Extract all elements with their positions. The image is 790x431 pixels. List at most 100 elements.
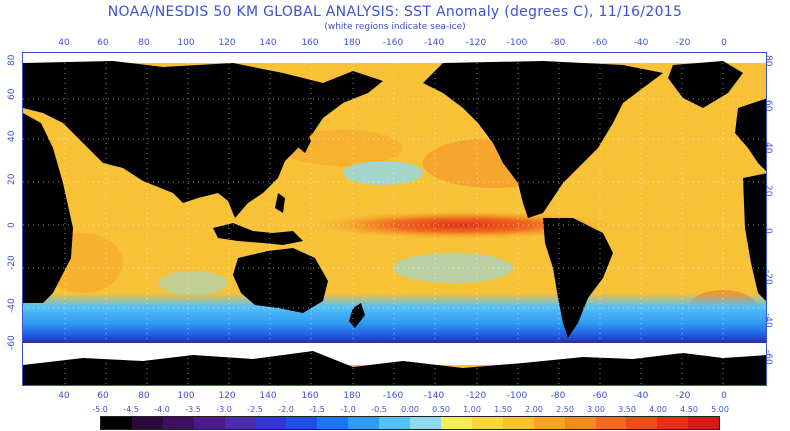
color-scale-label: 4.50: [680, 405, 698, 414]
bottom-lon-tick: -20: [675, 391, 691, 401]
color-scale-labels: -5.0 -4.5 -4.0 -3.5 -3.0 -2.5 -2.0 -1.5 -1.0 -0.5…: [92, 405, 729, 415]
philippines-land: [275, 193, 285, 213]
top-lon-tick: 160: [301, 38, 319, 48]
color-scale-swatch: [471, 417, 503, 429]
bottom-lon-tick: 80: [138, 391, 150, 401]
left-lat-tick: 40: [7, 130, 17, 142]
sst-anomaly-map: [22, 52, 767, 386]
color-scale-swatch: [533, 417, 565, 429]
left-lat-tick: -60: [7, 335, 17, 350]
top-lon-tick: -40: [633, 38, 649, 48]
bottom-lon-tick: 140: [259, 391, 277, 401]
color-scale-label: 1.50: [494, 405, 512, 414]
top-lon-tick: -80: [550, 38, 566, 48]
bottom-lon-tick: 60: [97, 391, 109, 401]
top-lon-tick: 140: [259, 38, 277, 48]
color-scale-swatch: [657, 417, 689, 429]
color-scale-swatch: [255, 417, 287, 429]
color-scale-swatch: [162, 417, 194, 429]
left-lat-tick: 60: [7, 88, 17, 100]
africa-land: [23, 113, 73, 303]
color-scale-swatch: [688, 417, 720, 429]
color-scale-swatch: [564, 417, 596, 429]
japan-land: [298, 128, 311, 153]
graticule: [23, 53, 766, 385]
color-scale-label: 3.00: [587, 405, 605, 414]
left-lat-tick: -20: [7, 255, 17, 270]
color-scale-label: 1.00: [463, 405, 481, 414]
color-scale-label: 4.00: [649, 405, 667, 414]
bottom-lon-tick: 40: [58, 391, 70, 401]
top-lon-tick: 40: [58, 38, 70, 48]
color-scale-label: 0.00: [401, 405, 419, 414]
color-scale-label: 2.50: [556, 405, 574, 414]
top-lon-tick: 60: [97, 38, 109, 48]
color-scale-label: -1.5: [309, 405, 325, 414]
color-scale-swatch: [410, 417, 441, 429]
bottom-lon-tick: -40: [633, 391, 649, 401]
color-scale-label: -4.5: [123, 405, 139, 414]
left-lat-tick: 0: [7, 222, 17, 228]
africa-land-right: [743, 173, 766, 301]
color-scale-swatch: [286, 417, 318, 429]
top-lon-tick: 180: [343, 38, 361, 48]
color-scale-label: 2.00: [525, 405, 543, 414]
color-scale-swatch: [348, 417, 380, 429]
arctic-sea-ice: [23, 53, 766, 63]
bottom-lon-tick: -160: [382, 391, 404, 401]
bottom-lon-tick: -80: [550, 391, 566, 401]
color-scale-label: -4.0: [154, 405, 170, 414]
color-scale-swatch: [440, 417, 472, 429]
color-scale-label: 0.50: [432, 405, 450, 414]
color-scale-swatch: [317, 417, 349, 429]
top-lon-tick: 120: [218, 38, 236, 48]
color-scale-swatch: [595, 417, 627, 429]
bottom-lon-tick: 180: [343, 391, 361, 401]
color-scale-bar: [100, 416, 720, 430]
color-scale-swatch: [193, 417, 225, 429]
europe-land: [735, 98, 766, 171]
color-scale-label: -2.5: [247, 405, 263, 414]
bottom-lon-tick: 120: [218, 391, 236, 401]
top-lon-tick: -20: [675, 38, 691, 48]
bottom-lon-tick: -140: [423, 391, 445, 401]
color-scale-label: -5.0: [92, 405, 108, 414]
top-lon-tick: 0: [721, 38, 727, 48]
eurasia-land: [23, 61, 383, 218]
color-scale-label: -3.0: [216, 405, 232, 414]
bottom-lon-tick: 100: [177, 391, 195, 401]
left-lat-tick: 20: [7, 173, 17, 185]
top-lon-tick: -120: [465, 38, 487, 48]
top-lon-tick: -160: [382, 38, 404, 48]
left-lat-tick-80: 80: [7, 54, 17, 66]
australia-land: [233, 248, 328, 313]
top-lon-tick: -60: [592, 38, 608, 48]
indonesia-land: [213, 223, 303, 245]
chart-subtitle: (white regions indicate sea-ice): [324, 22, 466, 32]
chart-title: NOAA/NESDIS 50 KM GLOBAL ANALYSIS: SST A…: [107, 4, 683, 20]
bottom-lon-tick: -100: [506, 391, 528, 401]
color-scale-swatch: [626, 417, 658, 429]
greenland-land: [668, 61, 743, 108]
top-lon-tick: 100: [177, 38, 195, 48]
bottom-lon-tick: -60: [592, 391, 608, 401]
bottom-lon-tick: 0: [721, 391, 727, 401]
south-america-land: [543, 218, 613, 338]
map-svg: [23, 53, 766, 385]
cool-patch-indian: [158, 271, 228, 295]
color-scale-label: -2.0: [278, 405, 294, 414]
color-scale-swatch: [131, 417, 163, 429]
color-scale-label: -1.0: [340, 405, 356, 414]
color-scale-swatch: [502, 417, 534, 429]
left-lat-tick: -40: [7, 298, 17, 313]
top-lon-tick: -100: [506, 38, 528, 48]
top-lon-tick: -140: [423, 38, 445, 48]
antarctica-land: [23, 351, 766, 385]
cool-patch-north-pacific: [343, 161, 423, 185]
color-scale-label: -0.5: [371, 405, 387, 414]
bottom-lon-tick: 160: [301, 391, 319, 401]
new-zealand-land: [349, 303, 365, 328]
north-america-land: [423, 61, 663, 218]
color-scale-swatch: [224, 417, 256, 429]
bottom-lon-tick: -120: [465, 391, 487, 401]
